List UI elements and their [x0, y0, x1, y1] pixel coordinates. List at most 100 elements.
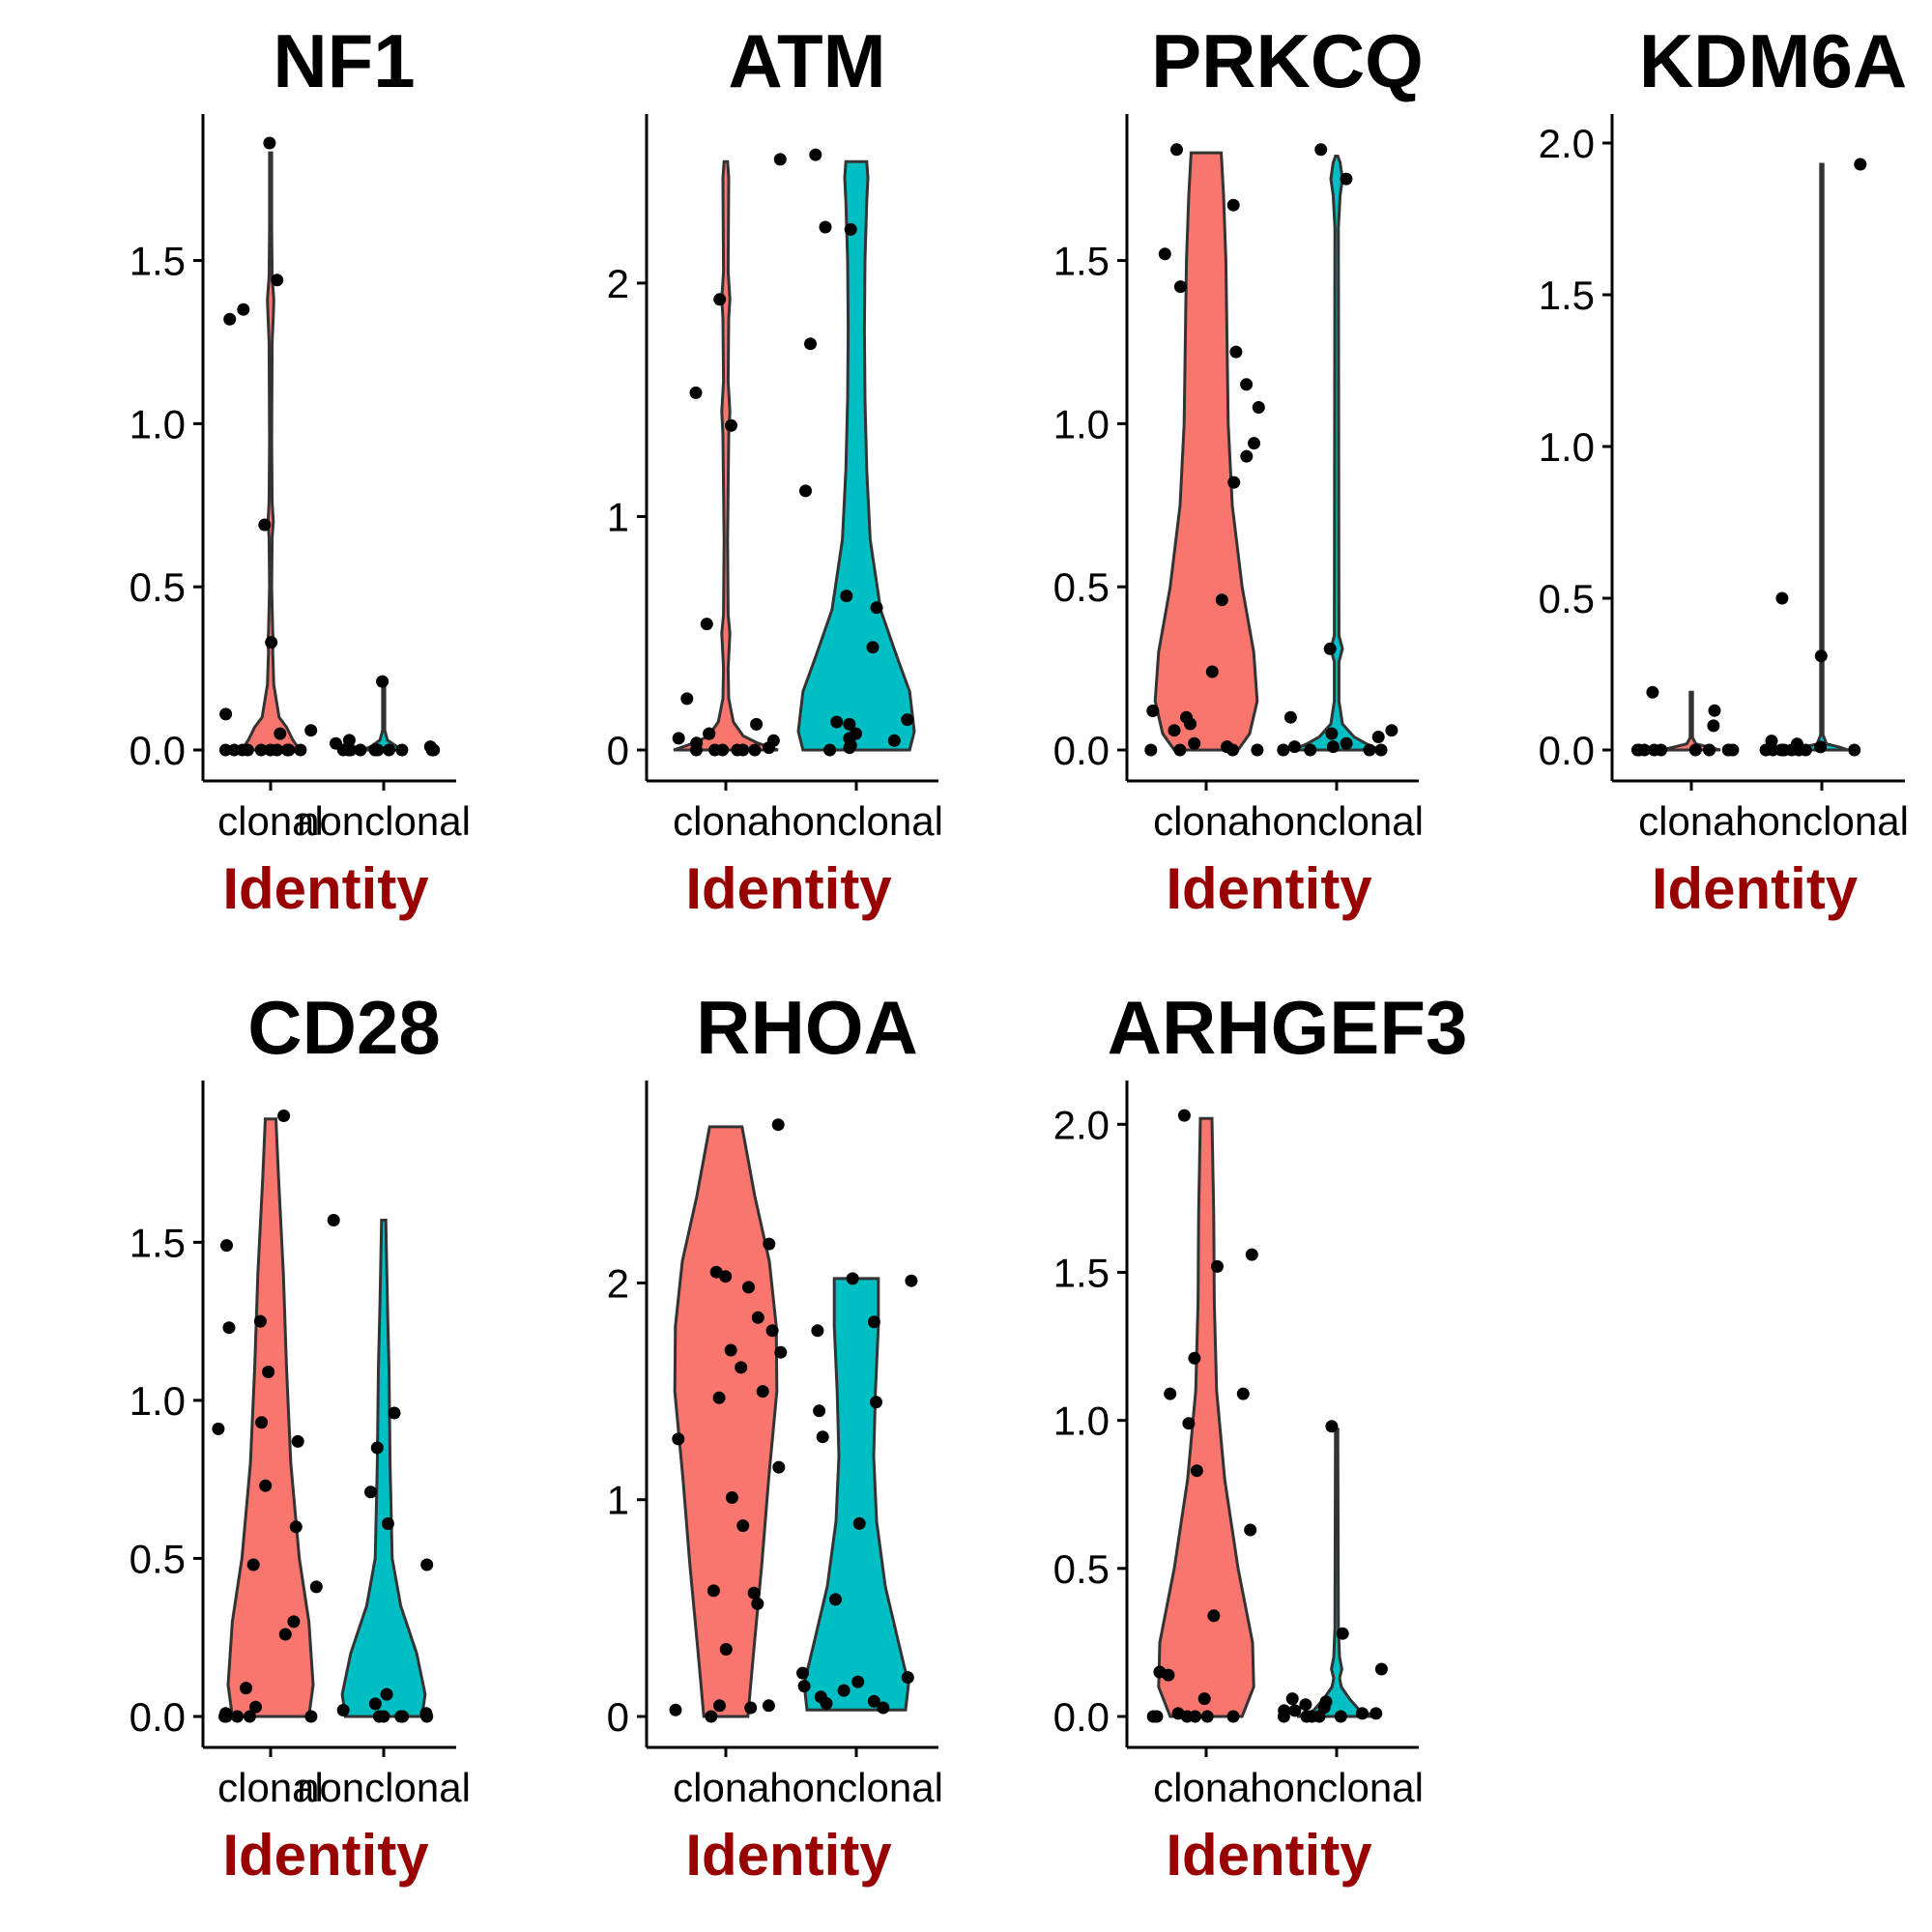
data-point: [712, 1391, 726, 1404]
y-tick-label: 0.5: [1539, 576, 1595, 621]
data-point: [1775, 591, 1789, 605]
y-tick-label: 0.0: [1053, 1694, 1110, 1740]
data-point: [1304, 743, 1317, 757]
y-tick-label: 1.5: [1053, 1250, 1110, 1295]
data-point: [1190, 1464, 1203, 1478]
y-tick-label: 1.0: [1053, 1399, 1110, 1444]
data-point: [265, 636, 278, 649]
data-point: [1177, 1109, 1191, 1122]
data-point: [1236, 1387, 1250, 1400]
data-point: [1150, 1710, 1164, 1723]
data-point: [708, 743, 722, 757]
data-point: [713, 293, 727, 306]
data-point: [756, 1385, 769, 1399]
data-point: [724, 1343, 737, 1357]
data-point: [1854, 158, 1867, 171]
data-point: [1188, 736, 1201, 750]
data-point: [1299, 1698, 1312, 1712]
data-point: [744, 1701, 758, 1715]
data-point: [1144, 743, 1158, 757]
x-tick-label: clonal: [673, 798, 779, 844]
violin-nonclonal: [340, 1219, 427, 1718]
data-point: [263, 136, 276, 150]
data-point: [748, 743, 762, 757]
data-point: [271, 743, 284, 757]
data-point: [713, 1699, 726, 1713]
y-tick-label: 2: [607, 1260, 629, 1306]
data-point: [823, 743, 837, 757]
x-tick-label: nonclonal: [769, 798, 943, 844]
data-point: [336, 1704, 350, 1716]
y-tick-label: 0.5: [130, 1536, 186, 1581]
data-point: [249, 1700, 262, 1714]
data-point: [425, 743, 439, 757]
x-tick-label: clonal: [1638, 798, 1745, 844]
data-point: [1173, 280, 1187, 294]
data-point: [1340, 736, 1353, 750]
data-point: [380, 1687, 393, 1701]
data-point: [1648, 743, 1661, 757]
data-point: [227, 743, 241, 757]
data-point: [870, 1396, 882, 1409]
data-point: [851, 1675, 865, 1688]
data-point: [1314, 143, 1328, 157]
data-point: [1325, 727, 1339, 740]
data-point: [1848, 743, 1861, 757]
data-point: [1363, 743, 1376, 757]
data-point: [689, 743, 703, 757]
data-point: [1245, 1248, 1258, 1261]
data-point: [309, 1580, 323, 1594]
x-axis-title: Identity: [222, 856, 429, 921]
data-point: [1371, 731, 1385, 743]
y-tick-label: 0.0: [130, 1694, 186, 1740]
x-axis-title: Identity: [685, 1823, 892, 1888]
data-point: [736, 743, 750, 757]
data-point: [262, 1366, 275, 1378]
data-point: [368, 1697, 382, 1711]
data-point: [680, 692, 694, 706]
data-point: [1182, 1417, 1196, 1430]
violin-clonal: [1661, 690, 1721, 752]
y-tick-label: 0.0: [130, 728, 186, 773]
panel-title: NF1: [273, 18, 415, 103]
x-tick-label: clonal: [1153, 798, 1259, 844]
panel-title: PRKCQ: [1151, 18, 1424, 103]
y-tick-label: 0.5: [1053, 1546, 1110, 1592]
violin-clonal: [673, 1125, 779, 1718]
y-tick-label: 2: [607, 261, 629, 306]
data-point: [750, 717, 764, 731]
data-point: [762, 1699, 775, 1713]
data-point: [747, 1586, 761, 1600]
data-point: [901, 1671, 914, 1685]
x-tick-label: nonclonal: [297, 798, 471, 844]
data-point: [1200, 1710, 1214, 1723]
data-point: [751, 1311, 764, 1324]
data-point: [1227, 476, 1241, 489]
data-point: [1646, 685, 1659, 699]
data-point: [1385, 724, 1399, 737]
data-point: [774, 1345, 788, 1359]
data-point: [218, 1710, 231, 1723]
data-point: [1146, 705, 1160, 717]
panel-title: ARHGEF3: [1108, 985, 1468, 1070]
data-point: [304, 724, 318, 737]
data-point: [255, 1416, 269, 1429]
data-point: [672, 1432, 685, 1446]
data-point: [725, 418, 737, 432]
data-point: [829, 1593, 842, 1606]
data-point: [291, 1434, 304, 1448]
data-point: [1356, 1707, 1369, 1720]
x-tick-label: nonclonal: [1250, 1765, 1424, 1810]
data-point: [1323, 642, 1337, 655]
data-point: [278, 1628, 292, 1641]
data-point: [368, 743, 382, 757]
data-point: [1283, 710, 1297, 724]
data-point: [1158, 247, 1171, 261]
x-tick-label: clonal: [217, 1765, 324, 1810]
data-point: [1188, 1351, 1201, 1365]
